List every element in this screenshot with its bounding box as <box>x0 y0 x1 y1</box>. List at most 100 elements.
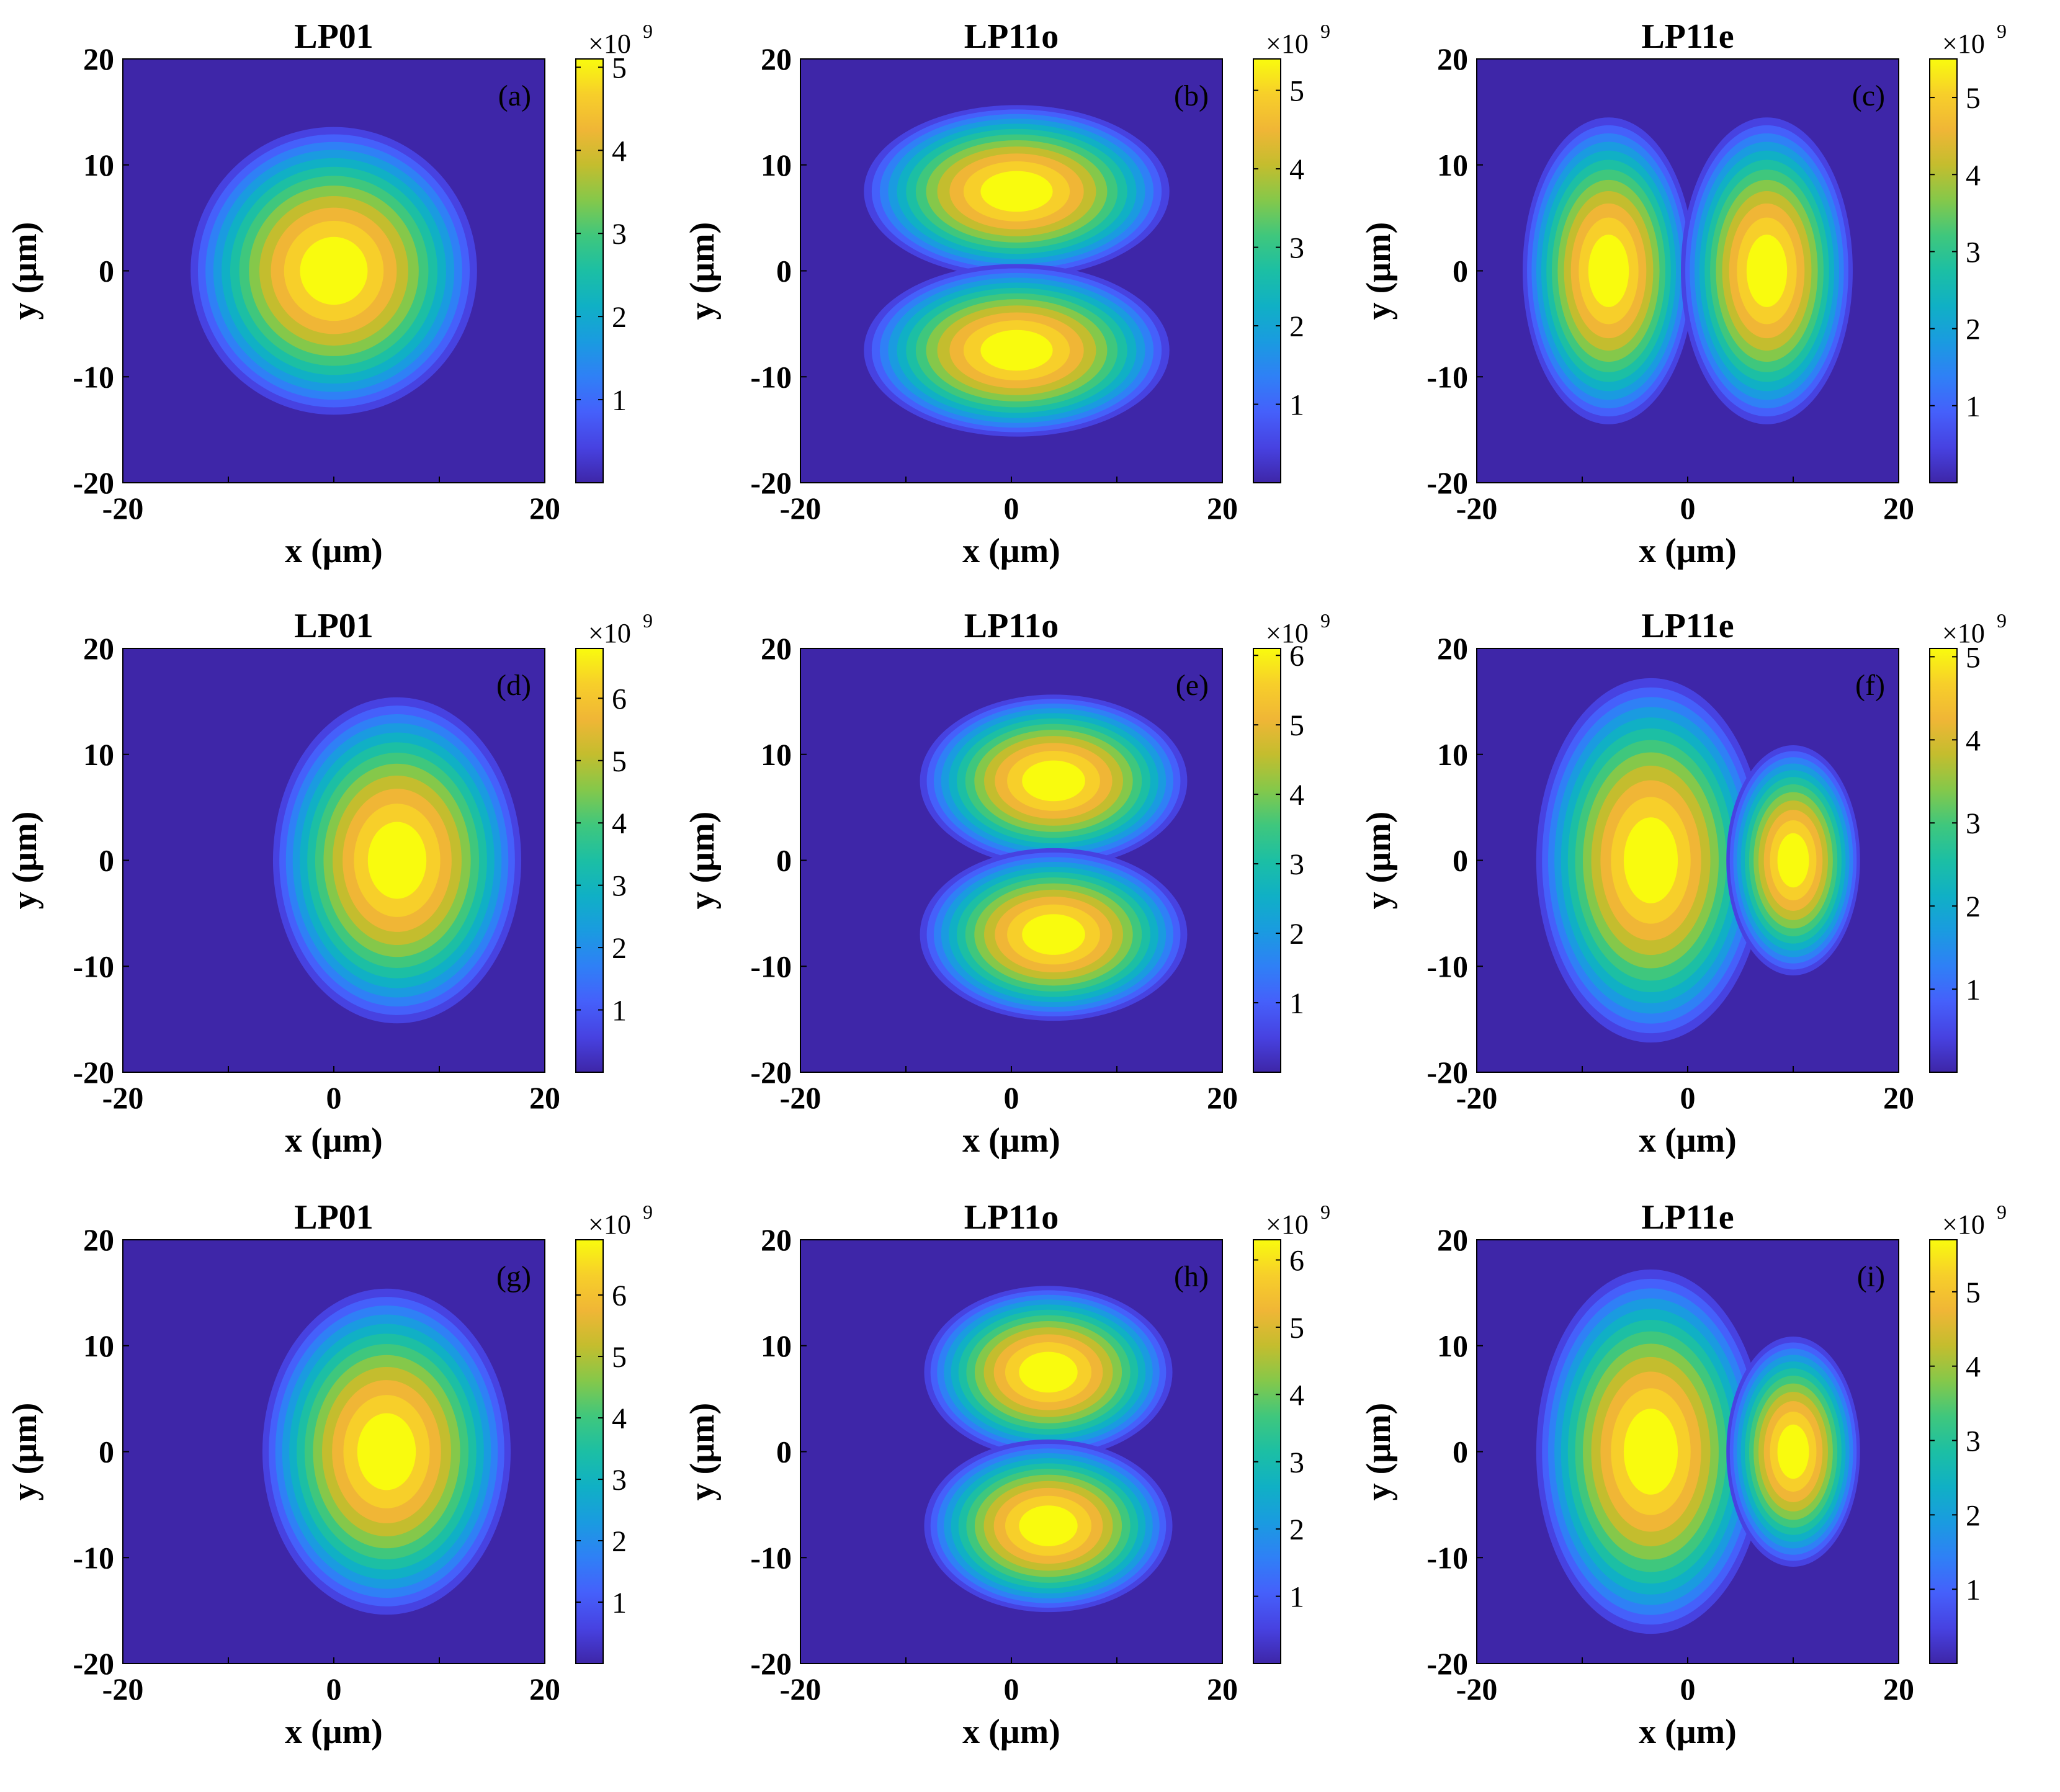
x-tick-label: -20 <box>102 491 144 526</box>
intensity-level <box>1647 1446 1654 1457</box>
colorbar-exponent-power: 9 <box>1997 609 2007 632</box>
y-tick-label: 10 <box>83 737 114 772</box>
y-tick-label: 20 <box>83 42 114 76</box>
colorbar-tick-label: 5 <box>1966 82 1981 115</box>
intensity-lobe <box>1536 1269 1766 1634</box>
colorbar-tick-label: 2 <box>1966 890 1981 923</box>
colorbar-tick-label: 5 <box>1289 75 1304 108</box>
y-tick-label: 10 <box>761 1328 792 1363</box>
y-axis-label: y (μm) <box>6 1403 44 1501</box>
x-tick-label: 0 <box>1004 491 1019 526</box>
y-axis-label: y (μm) <box>6 222 44 320</box>
y-axis-label: y (μm) <box>683 812 722 910</box>
chart-title: LP11o <box>964 17 1059 56</box>
x-tick-label: 20 <box>1207 491 1238 526</box>
colorbar-tick-label: 3 <box>1289 848 1304 881</box>
colorbar-tick-label: 3 <box>1289 232 1304 265</box>
colorbar-tick-label: 3 <box>1966 807 1981 840</box>
x-axis-label: x (μm) <box>285 1713 383 1751</box>
y-tick-label: 0 <box>1453 254 1468 289</box>
colorbar-exponent: ×10 <box>1266 1209 1309 1240</box>
colorbar-tick-label: 1 <box>1289 987 1304 1020</box>
y-axis-label: y (μm) <box>6 812 44 910</box>
x-axis-label: x (μm) <box>1639 1121 1737 1160</box>
y-tick-label: -20 <box>1426 465 1468 500</box>
intensity-field <box>272 697 522 1024</box>
y-axis-label: y (μm) <box>1359 222 1398 320</box>
x-tick-label: 0 <box>1680 491 1696 526</box>
colorbar-exponent-power: 9 <box>643 20 653 42</box>
colorbar-tick-label: 4 <box>1966 159 1981 192</box>
colorbar-tick-label: 3 <box>612 870 627 903</box>
y-tick-label: 0 <box>1453 1435 1468 1469</box>
colorbar-exponent-power: 9 <box>643 1201 653 1223</box>
x-tick-label: -20 <box>1456 1080 1498 1115</box>
colorbar-tick-label: 4 <box>1966 1351 1981 1384</box>
colorbar-tick-label: 2 <box>1289 310 1304 343</box>
x-axis-label: x (μm) <box>285 532 383 570</box>
y-tick-label: 10 <box>83 1328 114 1363</box>
panel-d: -20 0 20 -20 -10 0 10 20 LP01 x (μm) y (μm) (d) 1 2 3 4… <box>6 607 653 1160</box>
intensity-level <box>1647 855 1654 866</box>
chart-title: LP11o <box>964 1198 1059 1237</box>
y-tick-label: -20 <box>1426 1646 1468 1681</box>
y-tick-label: -10 <box>1426 949 1468 983</box>
x-tick-label: 20 <box>529 491 560 526</box>
colorbar-scale <box>1253 58 1281 483</box>
colorbar-exponent: ×10 <box>1942 29 1985 59</box>
x-tick-label: 20 <box>529 1672 560 1706</box>
colorbar-scale <box>575 58 604 483</box>
colorbar-exponent: ×10 <box>588 1209 631 1240</box>
colorbar-tick-label: 6 <box>612 683 627 715</box>
intensity-field <box>864 105 1170 437</box>
x-tick-label: 0 <box>326 1080 342 1115</box>
intensity-lobe <box>1536 678 1766 1043</box>
colorbar-tick-label: 5 <box>612 1341 627 1374</box>
colorbar-tick-label: 2 <box>1289 1513 1304 1546</box>
panel-label: (h) <box>1174 1260 1209 1293</box>
colorbar-tick-label: 6 <box>1289 1245 1304 1278</box>
panel-label: (a) <box>498 79 531 112</box>
intensity-field <box>1536 678 1860 1043</box>
chart-title: LP11e <box>1641 1198 1734 1237</box>
colorbar-scale <box>1929 58 1958 483</box>
intensity-level <box>383 1447 390 1456</box>
colorbar-scale <box>1929 1239 1958 1664</box>
x-tick-label: -20 <box>1456 491 1498 526</box>
colorbar-tick-label: 2 <box>612 301 627 334</box>
x-tick-label: -20 <box>102 1080 144 1115</box>
x-tick-label: 0 <box>326 1672 342 1706</box>
colorbar-exponent: ×10 <box>1942 1209 1985 1240</box>
colorbar-tick-label: 3 <box>612 1464 627 1497</box>
colorbar-tick-label: 1 <box>612 1587 627 1620</box>
panel-label: (e) <box>1176 669 1209 702</box>
y-axis-label: y (μm) <box>683 222 722 320</box>
chart-title: LP01 <box>294 17 374 56</box>
colorbar-exponent-power: 9 <box>1997 1201 2007 1223</box>
x-tick-label: -20 <box>780 1672 822 1706</box>
colorbar-tick-label: 4 <box>612 1402 627 1435</box>
panel-c: -20 0 20 -20 -10 0 10 20 LP11e x (μm) y (μm) (c) 1 2 3… <box>1359 17 2007 570</box>
intensity-level <box>1044 1369 1052 1375</box>
panel-label: (i) <box>1857 1260 1885 1293</box>
colorbar-tick-label: 2 <box>1966 1499 1981 1532</box>
y-tick-label: 0 <box>99 843 114 878</box>
intensity-field <box>920 694 1188 1021</box>
intensity-level <box>1606 266 1611 276</box>
colorbar-exponent-power: 9 <box>1320 609 1330 632</box>
y-tick-label: -20 <box>750 465 792 500</box>
intensity-lobe <box>864 105 1170 278</box>
colorbar-scale <box>1253 648 1281 1073</box>
intensity-lobe <box>190 127 477 415</box>
x-tick-label: -20 <box>780 1080 822 1115</box>
colorbar-scale <box>1253 1239 1281 1664</box>
colorbar-tick-label: 1 <box>612 995 627 1028</box>
colorbar-tick-label: 5 <box>612 745 627 778</box>
y-tick-label: 10 <box>1437 148 1468 182</box>
colorbar-tick-label: 3 <box>1966 1425 1981 1458</box>
colorbar-scale <box>575 648 604 1073</box>
